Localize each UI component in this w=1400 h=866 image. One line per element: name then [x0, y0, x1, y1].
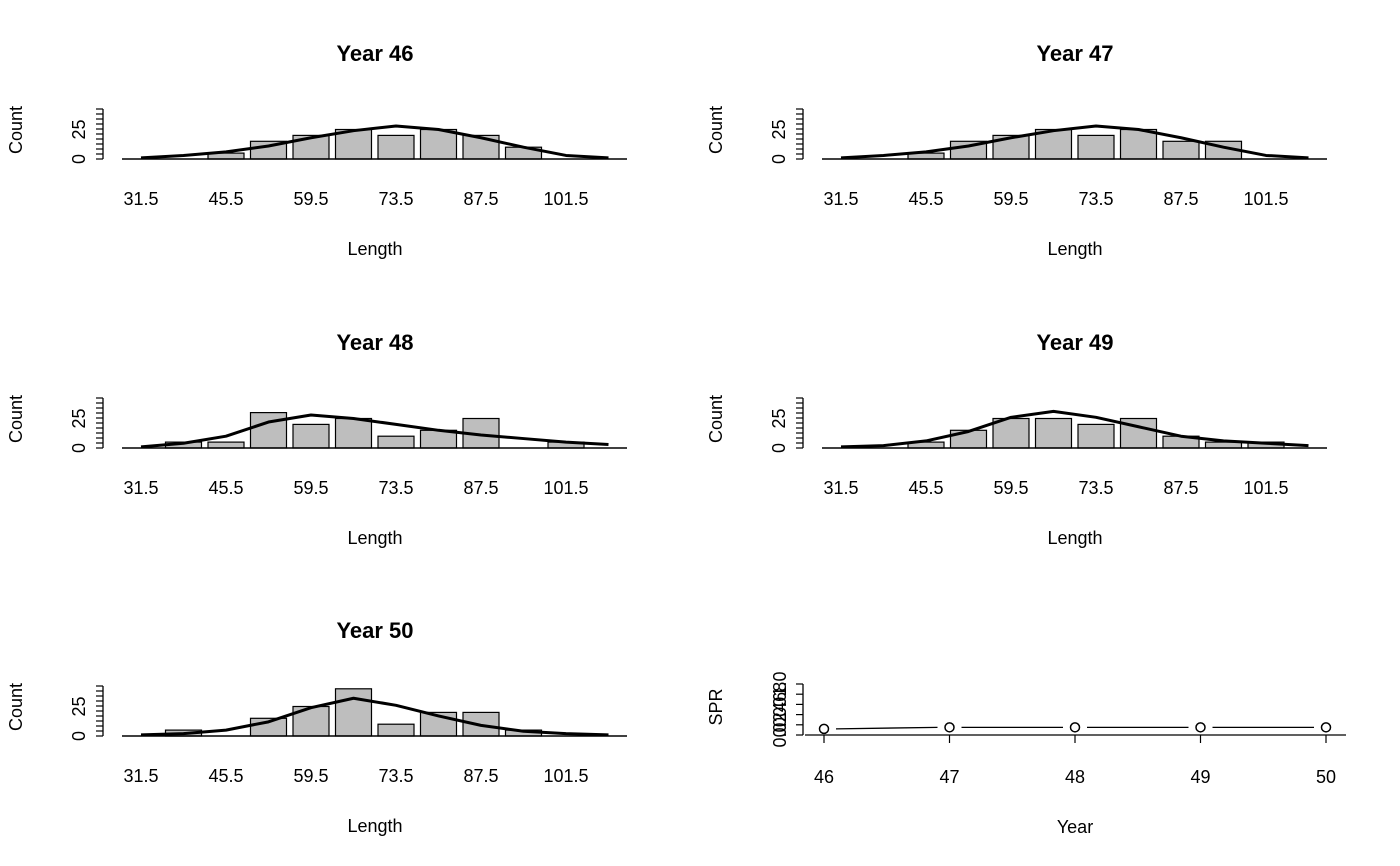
- histogram-bar: [1162, 140, 1200, 160]
- x-tick-label: 59.5: [293, 766, 328, 786]
- x-tick-label: 87.5: [463, 189, 498, 209]
- x-tick-label: 87.5: [463, 766, 498, 786]
- y-axis-label: Count: [6, 683, 26, 731]
- y-tick-label: 25: [69, 696, 89, 716]
- histogram-bar: [1077, 423, 1115, 449]
- x-tick-label: 101.5: [1243, 189, 1288, 209]
- x-tick-label: 73.5: [378, 478, 413, 498]
- x-tick-label: 45.5: [208, 189, 243, 209]
- x-tick-label: 45.5: [208, 478, 243, 498]
- x-tick-label: 87.5: [463, 478, 498, 498]
- y-tick-label: 0.6: [770, 692, 790, 717]
- histogram-bar: [992, 417, 1030, 449]
- y-tick-label: 0.4: [770, 702, 790, 727]
- chart-title: Year 49: [1036, 330, 1113, 355]
- x-axis-label: Length: [347, 239, 402, 259]
- x-axis-label: Length: [1047, 239, 1102, 259]
- fitted-curve-line: [840, 124, 1309, 160]
- histogram-bar: [377, 723, 415, 737]
- y-tick-label: 25: [769, 119, 789, 139]
- spr-point: [818, 723, 830, 735]
- y-tick-label: 1.0: [770, 671, 790, 696]
- y-axis-label: Count: [706, 106, 726, 154]
- y-tick-label: 25: [69, 408, 89, 428]
- x-tick-label: 73.5: [1078, 478, 1113, 498]
- histogram-bar: [249, 412, 288, 449]
- chart-title: Year 50: [336, 618, 413, 643]
- x-tick-label: 31.5: [123, 189, 158, 209]
- y-tick-label: 0: [769, 443, 789, 453]
- x-tick-label: 50: [1316, 767, 1336, 787]
- histogram-bar: [419, 128, 458, 160]
- x-tick-label: 46: [814, 767, 834, 787]
- y-tick-label: 0: [69, 443, 89, 453]
- x-tick-label: 47: [939, 767, 959, 787]
- spr-point: [944, 722, 955, 733]
- x-axis-label: Year: [1057, 817, 1093, 837]
- x-tick-label: 101.5: [543, 766, 588, 786]
- spr-point: [1195, 722, 1206, 733]
- histogram-bar: [207, 441, 245, 449]
- histogram-bar: [334, 417, 373, 449]
- histogram-bar: [334, 128, 373, 160]
- fitted-curve-line: [140, 696, 609, 737]
- x-tick-label: 101.5: [1243, 478, 1288, 498]
- x-tick-label: 73.5: [378, 189, 413, 209]
- y-tick-label: 0.2: [770, 712, 790, 737]
- chart-title: Year 46: [336, 41, 413, 66]
- x-tick-label: 59.5: [993, 189, 1028, 209]
- y-tick-label: 25: [69, 119, 89, 139]
- y-tick-label: 0: [69, 731, 89, 741]
- x-tick-label: 87.5: [1163, 189, 1198, 209]
- fitted-curve-line: [840, 409, 1309, 449]
- spr-point: [1320, 722, 1332, 733]
- fitted-curve-line: [140, 124, 609, 160]
- x-tick-label: 45.5: [208, 766, 243, 786]
- x-tick-label: 59.5: [293, 478, 328, 498]
- x-tick-label: 48: [1065, 767, 1085, 787]
- x-tick-label: 45.5: [908, 478, 943, 498]
- x-tick-label: 31.5: [123, 766, 158, 786]
- y-tick-label: 25: [769, 408, 789, 428]
- x-axis-label: Length: [347, 816, 402, 836]
- histogram-bar: [377, 134, 415, 160]
- histogram-bar: [334, 688, 373, 737]
- x-tick-label: 49: [1190, 767, 1210, 787]
- x-tick-label: 73.5: [378, 766, 413, 786]
- histogram-bar: [1034, 128, 1073, 160]
- histogram-bar: [1077, 134, 1115, 160]
- y-tick-label: 0: [769, 154, 789, 164]
- x-tick-label: 31.5: [123, 478, 158, 498]
- x-axis-label: Length: [1047, 528, 1102, 548]
- y-axis-label: Count: [706, 395, 726, 443]
- histogram-bar: [1119, 128, 1158, 160]
- fitted-curve-line: [140, 413, 609, 449]
- y-axis-label: SPR: [706, 688, 726, 725]
- x-tick-label: 101.5: [543, 189, 588, 209]
- y-axis-label: Count: [6, 106, 26, 154]
- x-tick-label: 59.5: [293, 189, 328, 209]
- histogram-bar: [377, 435, 415, 449]
- x-tick-label: 87.5: [1163, 478, 1198, 498]
- chart-title: Year 47: [1036, 41, 1113, 66]
- y-tick-label: 0: [69, 154, 89, 164]
- x-tick-label: 101.5: [543, 478, 588, 498]
- y-tick-label: 0.0: [770, 722, 790, 747]
- x-tick-label: 45.5: [908, 189, 943, 209]
- histogram-bar: [292, 423, 330, 449]
- spr-point: [1069, 722, 1081, 733]
- spr-line-segment: [835, 726, 938, 730]
- histogram-bar: [1034, 417, 1073, 449]
- y-tick-label: 0.8: [770, 682, 790, 707]
- x-tick-label: 31.5: [823, 478, 858, 498]
- chart-title: Year 48: [336, 330, 413, 355]
- x-tick-label: 59.5: [993, 478, 1028, 498]
- x-tick-label: 73.5: [1078, 189, 1113, 209]
- y-axis-label: Count: [6, 395, 26, 443]
- x-axis-label: Length: [347, 528, 402, 548]
- x-tick-label: 31.5: [823, 189, 858, 209]
